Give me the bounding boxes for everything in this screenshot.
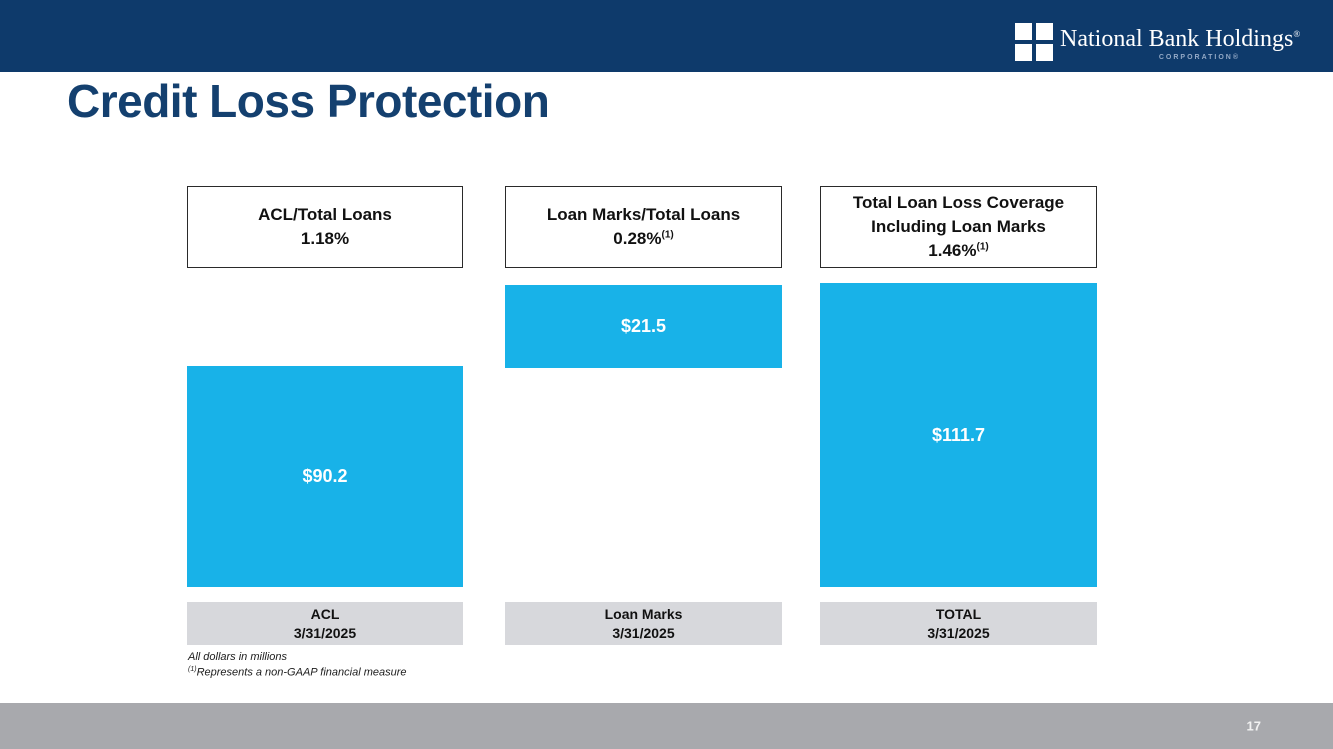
footnote-text: Represents a non-GAAP financial measure xyxy=(196,666,407,679)
metric-value-text: 1.18% xyxy=(300,229,350,248)
logo-square xyxy=(1036,44,1053,61)
metric-box-acl: ACL/Total Loans 1.18% xyxy=(187,186,463,268)
footnote-nongaap: (1)Represents a non-GAAP financial measu… xyxy=(188,665,407,681)
axis-date: 3/31/2025 xyxy=(293,624,357,641)
header-bar: National Bank Holdings® CORPORATION® xyxy=(0,0,1333,72)
footer-bar: 17 xyxy=(0,703,1333,749)
page-number: 17 xyxy=(1246,718,1261,734)
bar-acl: $90.2 xyxy=(187,366,463,587)
axis-label-box-acl: ACL 3/31/2025 xyxy=(187,602,463,645)
metric-box-total-coverage: Total Loan Loss Coverage Including Loan … xyxy=(820,186,1097,268)
axis-label-box-loan-marks: Loan Marks 3/31/2025 xyxy=(505,602,782,645)
brand-name: National Bank Holdings® xyxy=(1060,26,1300,53)
metric-value: 1.18% xyxy=(301,227,349,251)
bar-value-label: $111.7 xyxy=(931,424,986,445)
logo-square xyxy=(1015,23,1032,40)
page-title: Credit Loss Protection xyxy=(67,75,550,127)
metric-label: Total Loan Loss Coverage Including Loan … xyxy=(852,192,1065,236)
axis-date: 3/31/2025 xyxy=(612,624,675,641)
metric-value-text: 0.28% xyxy=(613,229,662,248)
bar-value-label: $21.5 xyxy=(620,316,667,336)
metric-box-loan-marks: Loan Marks/Total Loans 0.28%(1) xyxy=(505,186,782,268)
bar-value-label: $90.2 xyxy=(302,466,348,486)
brand-name-text: National Bank Holdings xyxy=(1060,26,1294,52)
logo-square xyxy=(1015,44,1032,61)
axis-date: 3/31/2025 xyxy=(927,624,990,641)
metric-value: 1.46%(1) xyxy=(928,239,988,263)
metric-value-text: 1.46% xyxy=(928,241,977,261)
logo-square xyxy=(1036,23,1053,40)
metric-label: Loan Marks/Total Loans xyxy=(546,204,741,224)
axis-label-box-total: TOTAL 3/31/2025 xyxy=(820,602,1097,645)
metric-label: ACL/Total Loans xyxy=(258,204,392,224)
footnote-dollars: All dollars in millions xyxy=(188,651,288,663)
axis-label: ACL xyxy=(310,605,340,622)
brand-subtitle: CORPORATION® xyxy=(1158,54,1240,61)
bar-total: $111.7 xyxy=(820,283,1097,587)
footnote-marker: (1) xyxy=(661,229,674,241)
footnotes: All dollars in millions (1)Represents a … xyxy=(188,650,407,680)
footnote-marker: (1) xyxy=(976,241,989,253)
bar-loan-marks: $21.5 xyxy=(505,285,782,368)
footnote-marker: (1) xyxy=(188,665,197,673)
window-grid-logo-icon xyxy=(1015,23,1053,61)
axis-label: Loan Marks xyxy=(604,605,683,622)
metric-value: 0.28%(1) xyxy=(613,227,673,251)
axis-label: TOTAL xyxy=(935,605,982,622)
registered-mark: ® xyxy=(1293,29,1301,39)
